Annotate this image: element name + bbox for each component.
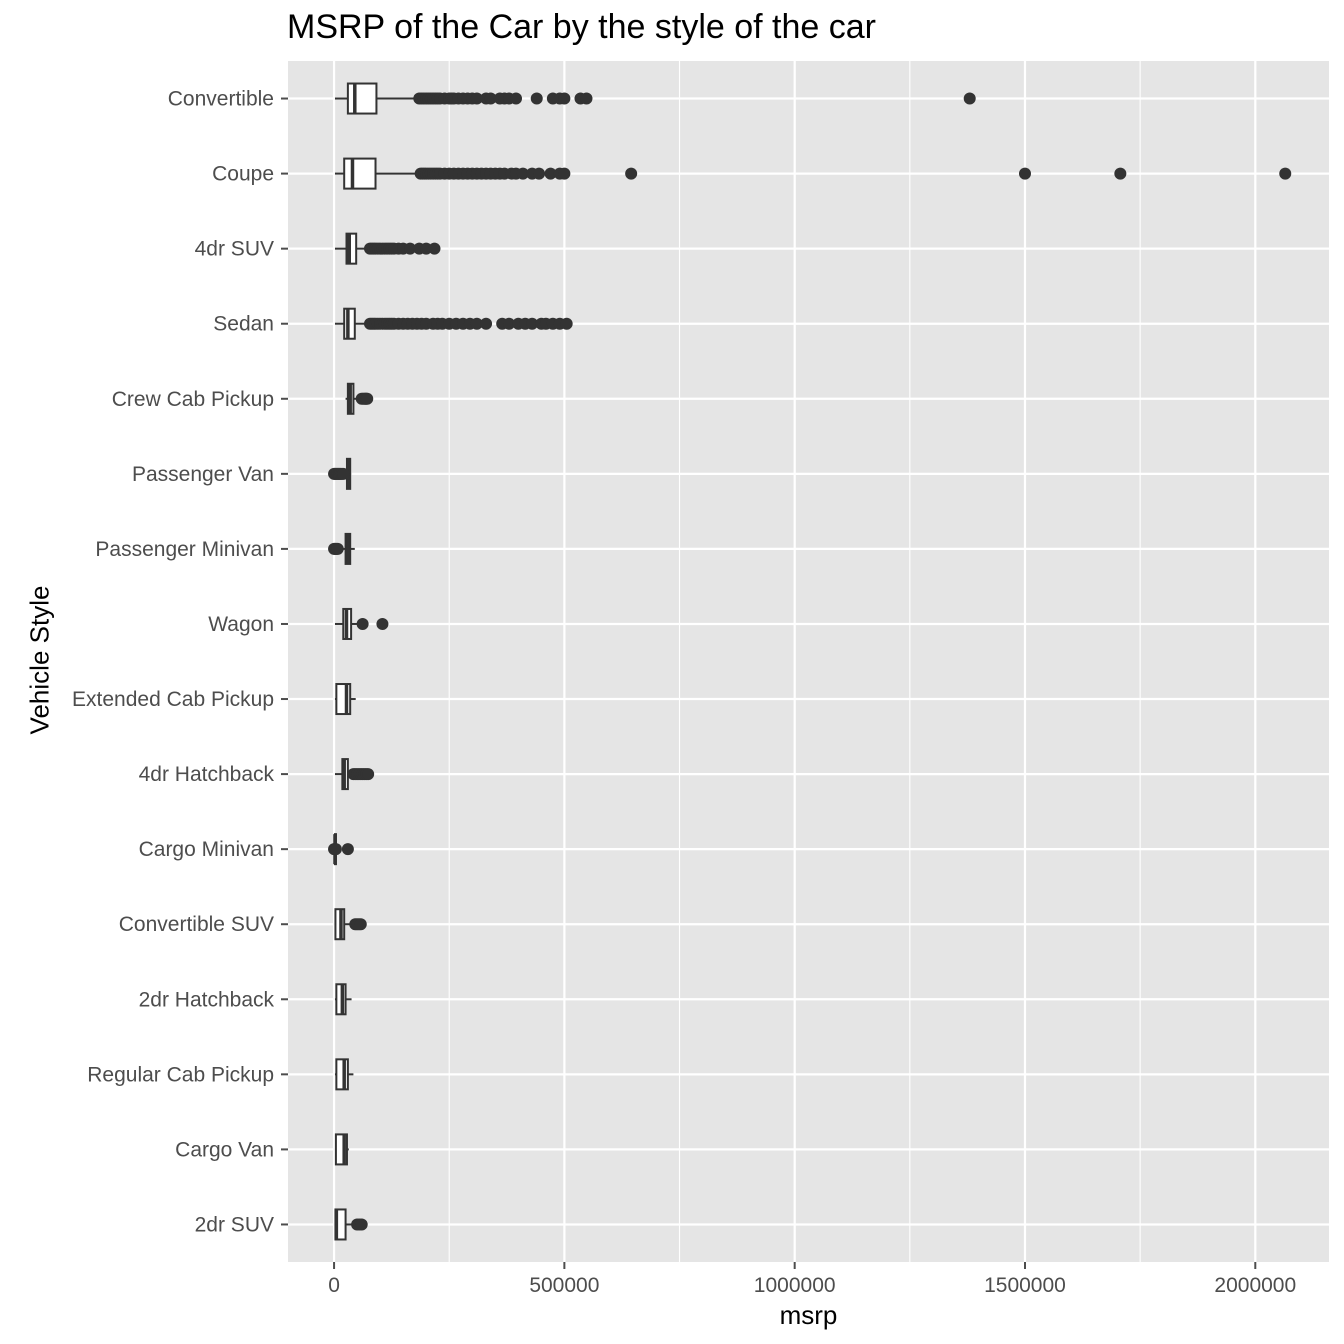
outlier-point (404, 242, 417, 255)
chart-title: MSRP of the Car by the style of the car (287, 8, 876, 46)
outlier-point (470, 92, 483, 105)
x-axis-label: msrp (779, 1300, 838, 1330)
outlier-point (420, 242, 433, 255)
y-tick-label: Regular Cab Pickup (87, 1063, 274, 1086)
box (334, 1133, 348, 1166)
outlier-point (1114, 167, 1127, 180)
panel-background (288, 61, 1329, 1262)
x-tick-label: 1500000 (984, 1274, 1066, 1297)
box (346, 82, 378, 115)
x-tick-label: 500000 (529, 1274, 599, 1297)
y-tick-label: Convertible SUV (119, 913, 274, 936)
outlier-point (337, 467, 350, 480)
outlier-point (356, 617, 369, 630)
y-tick-label: Extended Cab Pickup (72, 688, 274, 711)
outlier-point (544, 167, 557, 180)
outlier-point (355, 1218, 368, 1231)
outlier-point (1018, 167, 1031, 180)
outlier-point (558, 167, 571, 180)
y-axis-label: Vehicle Style (24, 585, 55, 735)
y-tick-label: Wagon (208, 613, 274, 636)
y-tick-label: Coupe (212, 163, 274, 186)
outlier-point (1279, 167, 1292, 180)
y-tick-label: Convertible (168, 88, 274, 111)
outlier-point (558, 92, 571, 105)
y-tick-label: 2dr Hatchback (139, 988, 275, 1011)
outlier-point (526, 317, 539, 330)
outlier-point (376, 617, 389, 630)
x-tick-label: 0 (328, 1274, 340, 1297)
outlier-point (503, 317, 516, 330)
y-tick-label: Cargo Van (175, 1138, 274, 1161)
y-tick-label: 4dr Hatchback (139, 763, 275, 786)
outlier-point (625, 167, 638, 180)
x-tick-label: 2000000 (1214, 1274, 1296, 1297)
box (345, 232, 358, 265)
y-tick-label: 4dr SUV (195, 238, 274, 261)
outlier-point (484, 92, 497, 105)
outlier-point (341, 843, 354, 856)
outlier-point (510, 92, 523, 105)
outlier-point (362, 768, 375, 781)
outlier-point (530, 92, 543, 105)
y-tick-label: Sedan (213, 313, 274, 336)
outlier-point (963, 92, 976, 105)
outlier-point (361, 392, 374, 405)
box (335, 1058, 349, 1091)
box (343, 157, 377, 190)
x-tick-label: 1000000 (754, 1274, 836, 1297)
y-tick-label: Crew Cab Pickup (112, 388, 274, 411)
y-tick-label: 2dr SUV (195, 1213, 274, 1236)
outlier-point (580, 92, 593, 105)
outlier-point (480, 317, 493, 330)
y-tick-label: Passenger Minivan (95, 538, 274, 561)
outlier-point (331, 542, 344, 555)
y-tick-label: Cargo Minivan (139, 838, 274, 861)
outlier-point (329, 843, 342, 856)
outlier-point (354, 918, 367, 931)
y-tick-label: Passenger Van (132, 463, 274, 486)
outlier-point (560, 317, 573, 330)
outlier-point (470, 317, 483, 330)
outlier-point (516, 167, 529, 180)
outlier-point (428, 242, 441, 255)
outlier-point (533, 167, 546, 180)
